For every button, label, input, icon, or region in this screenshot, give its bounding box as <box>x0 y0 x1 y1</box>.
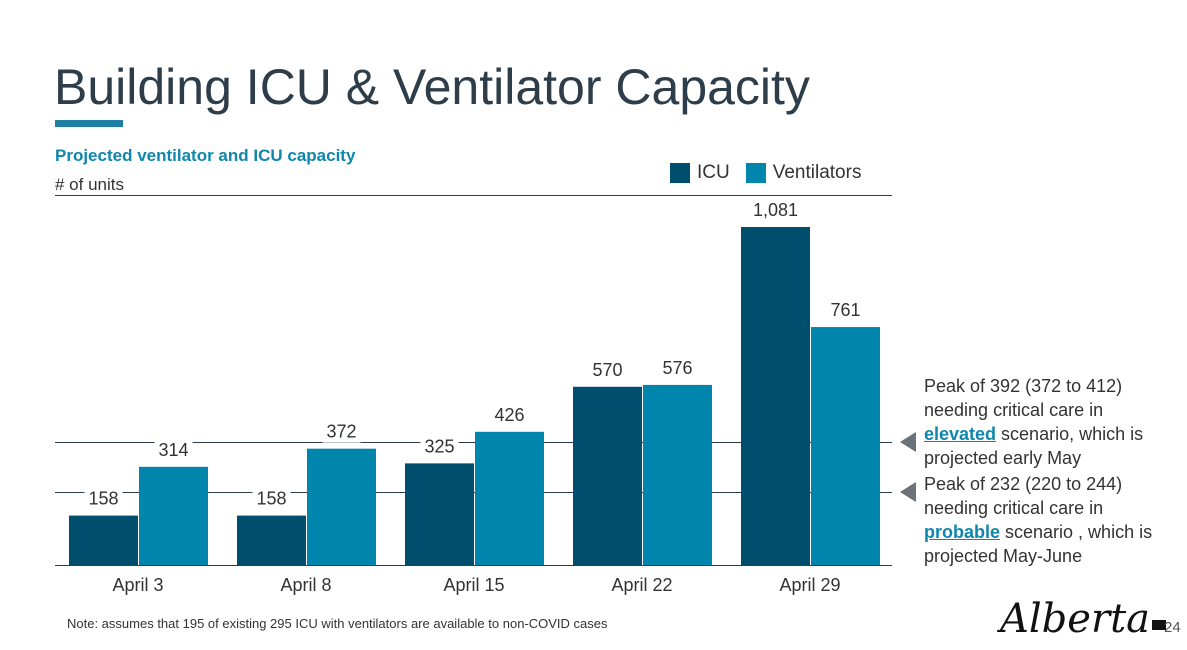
legend-item-ventilators: Ventilators <box>745 162 862 184</box>
value-label-ventilators-3: 576 <box>662 358 692 378</box>
bar-icu-4 <box>741 227 810 565</box>
value-label-icu-3: 570 <box>592 360 622 380</box>
value-label-bg-0-3 <box>588 356 627 381</box>
x-tick-label-2: April 15 <box>443 575 504 595</box>
bar-icu-3 <box>573 386 642 565</box>
logo-mark <box>1152 620 1166 630</box>
annotation-probable-text-1: Peak of 232 (220 to 244) needing critica… <box>924 474 1123 518</box>
chart-title: Projected ventilator and ICU capacity <box>55 146 356 165</box>
value-label-bg-0-4 <box>746 197 805 221</box>
x-tick-label-3: April 22 <box>611 575 672 595</box>
value-label-bg-1-2 <box>490 401 529 426</box>
y-axis-label: # of units <box>55 175 124 194</box>
value-label-ventilators-2: 426 <box>494 405 524 425</box>
bar-icu-1 <box>237 515 306 565</box>
value-label-ventilators-4: 761 <box>830 300 860 320</box>
value-label-bg-1-0 <box>154 436 193 461</box>
legend-swatch-icu <box>670 163 690 183</box>
alberta-logo: Alberta <box>1000 596 1166 642</box>
value-label-icu-0: 158 <box>88 489 118 509</box>
legend-item-icu: ICU <box>670 162 730 184</box>
logo-text: Alberta <box>1000 596 1150 642</box>
page-number: 24 <box>1164 619 1181 636</box>
legend-label-icu: ICU <box>697 162 730 183</box>
value-label-bg-1-1 <box>322 418 361 443</box>
legend: ICU Ventilators <box>670 160 877 186</box>
bar-icu-2 <box>405 463 474 565</box>
title-accent-bar <box>55 120 123 127</box>
value-label-bg-1-3 <box>658 354 697 379</box>
value-label-icu-1: 158 <box>256 489 286 509</box>
reference-arrow-elevated <box>900 432 916 453</box>
value-label-bg-1-4 <box>826 297 865 322</box>
x-tick-label-1: April 8 <box>280 575 331 595</box>
bar-icu-0 <box>69 515 138 565</box>
bar-ventilators-0 <box>139 466 208 565</box>
bar-ventilators-4 <box>811 327 880 565</box>
annotation-elevated-text-1: Peak of 392 (372 to 412) needing critica… <box>924 376 1123 420</box>
footnote: Note: assumes that 195 of existing 295 I… <box>67 616 608 631</box>
page-title: Building ICU & Ventilator Capacity <box>54 59 810 115</box>
annotation-probable-text-2: scenario , which is projected May-June <box>924 522 1153 566</box>
value-label-ventilators-1: 372 <box>326 422 356 442</box>
annotation-elevated-link[interactable]: elevated <box>924 424 997 444</box>
x-tick-label-4: April 29 <box>779 575 840 595</box>
legend-label-ventilators: Ventilators <box>772 162 862 183</box>
bar-ventilators-3 <box>643 384 712 565</box>
bar-ventilators-2 <box>475 431 544 565</box>
value-label-icu-4: 1,081 <box>753 200 798 220</box>
header-rule <box>55 195 892 196</box>
value-label-icu-2: 325 <box>424 436 454 456</box>
annotation-elevated: Peak of 392 (372 to 412) needing critica… <box>924 374 1174 470</box>
value-label-bg-0-0 <box>84 485 123 510</box>
annotation-probable-link[interactable]: probable <box>924 522 1001 542</box>
bar-ventilators-1 <box>307 448 376 565</box>
reference-arrow-probable <box>900 482 916 503</box>
annotation-elevated-text-2: scenario, which is projected early May <box>924 424 1144 468</box>
legend-swatch-ventilators <box>745 163 766 183</box>
value-label-bg-0-1 <box>252 485 291 510</box>
value-label-bg-0-2 <box>420 433 459 458</box>
x-tick-label-0: April 3 <box>112 575 163 595</box>
annotation-probable: Peak of 232 (220 to 244) needing critica… <box>924 472 1174 568</box>
value-label-ventilators-0: 314 <box>158 440 188 460</box>
